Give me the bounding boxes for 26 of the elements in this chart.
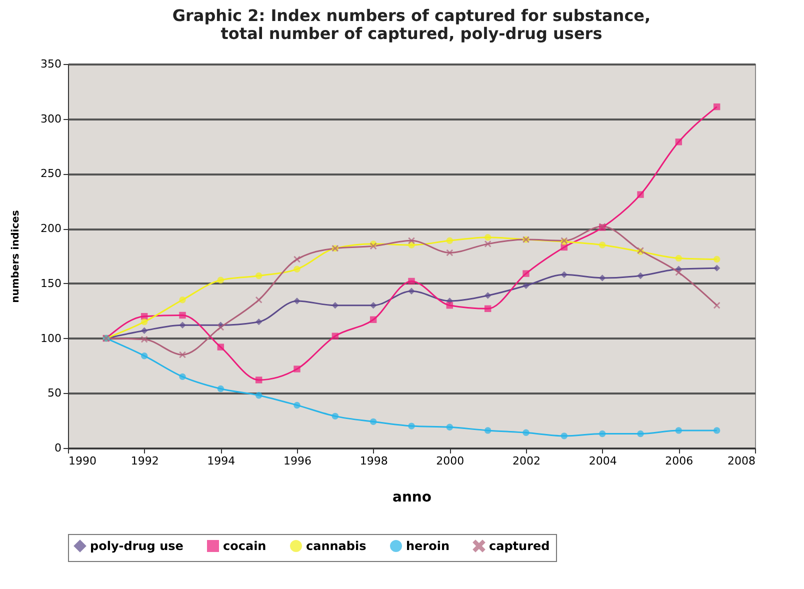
x-tick-label: 2006 — [665, 454, 694, 468]
y-tick-label: 250 — [40, 167, 62, 180]
x-tick-label: 2002 — [512, 454, 540, 468]
legend-label: heroin — [406, 539, 450, 553]
y-tick-label: 350 — [40, 58, 62, 70]
x-tick-label: 2008 — [728, 454, 756, 468]
x-tick-label: 1994 — [207, 454, 236, 468]
y-axis-title: numbers indices — [10, 210, 22, 303]
legend-label: cocain — [223, 539, 266, 553]
x-tick-label: 1992 — [130, 454, 159, 468]
y-tick-label: 200 — [40, 222, 62, 236]
chart-title: Graphic 2: Index numbers of captured for substance, total number of captured, poly-drug users — [172, 6, 651, 43]
y-tick-label: 50 — [48, 386, 62, 400]
y-tick-label: 100 — [40, 332, 62, 345]
y-tick-label: 300 — [40, 112, 62, 126]
x-tick-label: 2000 — [436, 454, 464, 468]
x-tick-label: 2004 — [588, 454, 617, 468]
legend-label: poly-drug use — [90, 539, 184, 553]
x-tick-label: 1990 — [68, 454, 96, 468]
x-tick-label: 1998 — [360, 454, 388, 468]
legend-label: cannabis — [306, 539, 366, 553]
x-axis-title: anno — [392, 490, 432, 506]
legend-label: captured — [489, 539, 550, 553]
y-tick-label: 150 — [40, 276, 62, 290]
y-tick-label: 0 — [54, 442, 62, 454]
x-tick-label: 1996 — [284, 454, 312, 468]
